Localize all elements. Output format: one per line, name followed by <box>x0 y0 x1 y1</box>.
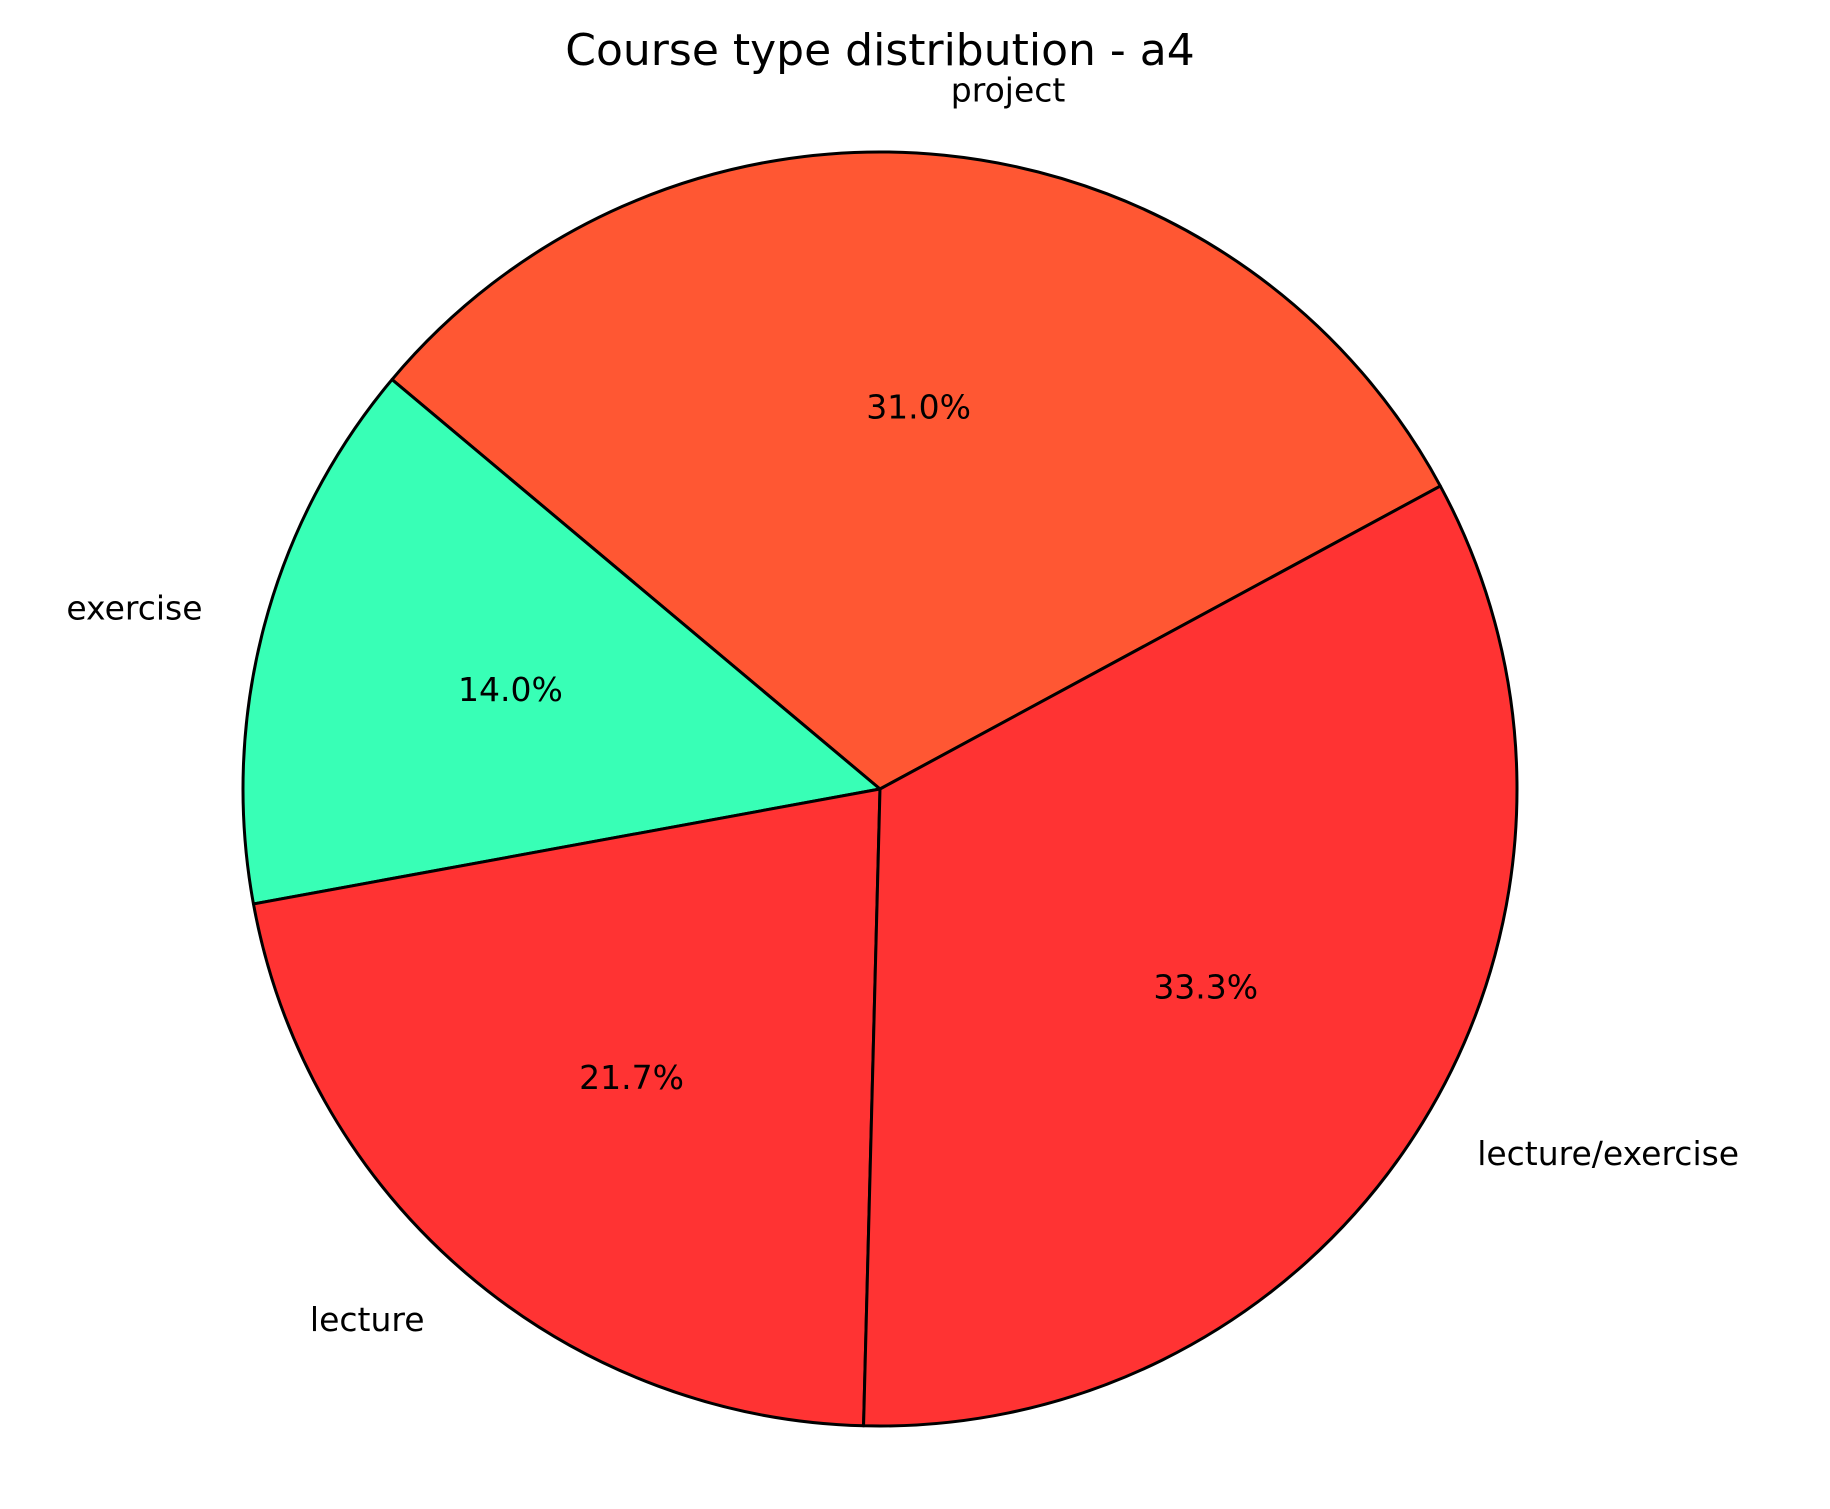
value-label: 21.7% <box>579 1058 684 1097</box>
value-label: 14.0% <box>458 670 563 709</box>
pie-slice <box>241 378 882 906</box>
value-label: 31.0% <box>866 387 971 426</box>
pie-slice <box>862 484 1519 1428</box>
chart-title: Course type distribution - a4 <box>565 25 1194 76</box>
value-label: 33.3% <box>1153 967 1258 1006</box>
slice-label: project <box>951 70 1066 109</box>
slice-label: exercise <box>66 589 202 628</box>
slice-label: lecture/exercise <box>1477 1134 1739 1173</box>
pie-slice <box>390 150 1442 791</box>
slice-label: lecture <box>310 1300 425 1339</box>
pie-slice <box>251 787 882 1428</box>
